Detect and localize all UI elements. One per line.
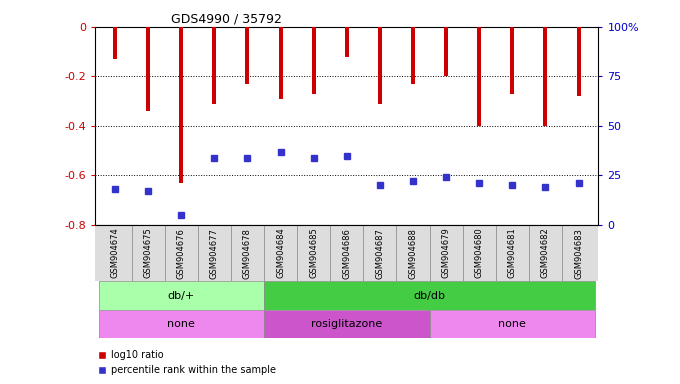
Text: none: none — [498, 319, 526, 329]
Bar — [113, 27, 117, 59]
Text: GSM904681: GSM904681 — [508, 228, 517, 278]
Text: GSM904688: GSM904688 — [409, 228, 418, 278]
Text: GSM904686: GSM904686 — [342, 228, 352, 278]
Bar — [279, 27, 283, 99]
Bar — [180, 27, 183, 183]
Text: db/+: db/+ — [168, 291, 195, 301]
Bar — [543, 27, 547, 126]
Bar — [99, 310, 264, 338]
Text: GSM904679: GSM904679 — [441, 228, 451, 278]
Text: GSM904678: GSM904678 — [243, 228, 252, 278]
Text: none: none — [167, 319, 195, 329]
Bar — [577, 27, 581, 96]
Bar — [245, 27, 250, 84]
Bar — [378, 27, 382, 104]
Bar — [264, 281, 595, 310]
Text: GSM904687: GSM904687 — [375, 228, 384, 278]
Bar — [477, 27, 481, 126]
Bar — [345, 27, 349, 56]
Text: GSM904683: GSM904683 — [574, 228, 583, 278]
Legend: log10 ratio, percentile rank within the sample: log10 ratio, percentile rank within the … — [93, 346, 279, 379]
Bar — [264, 310, 430, 338]
Text: GSM904676: GSM904676 — [177, 228, 186, 278]
Bar — [430, 310, 595, 338]
Text: GSM904682: GSM904682 — [541, 228, 550, 278]
Text: db/db: db/db — [413, 291, 445, 301]
Bar — [212, 27, 216, 104]
Text: GSM904685: GSM904685 — [309, 228, 318, 278]
Text: GSM904684: GSM904684 — [276, 228, 285, 278]
Text: GSM904680: GSM904680 — [475, 228, 483, 278]
Bar — [146, 27, 150, 111]
Text: GDS4990 / 35792: GDS4990 / 35792 — [171, 13, 282, 26]
Bar — [411, 27, 415, 84]
Bar — [444, 27, 448, 76]
Text: GSM904675: GSM904675 — [143, 228, 153, 278]
Bar — [311, 27, 316, 94]
Text: GSM904674: GSM904674 — [111, 228, 120, 278]
Bar — [99, 281, 264, 310]
Text: rosiglitazone: rosiglitazone — [311, 319, 382, 329]
Text: GSM904677: GSM904677 — [210, 228, 219, 278]
Bar — [510, 27, 514, 94]
